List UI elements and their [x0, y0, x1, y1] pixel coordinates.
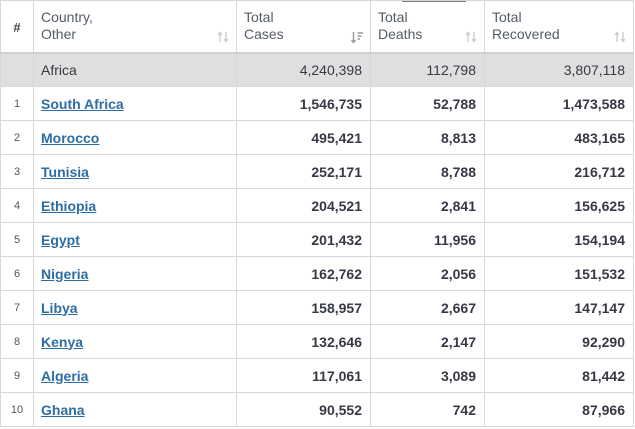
row-total-recovered: 147,147 — [484, 290, 634, 325]
sort-desc-icon[interactable] — [350, 30, 364, 44]
row-total-deaths: 2,667 — [370, 290, 485, 325]
row-total-recovered: 87,966 — [484, 392, 634, 427]
row-rank: 3 — [0, 154, 34, 189]
row-total-recovered: 92,290 — [484, 324, 634, 359]
row-country-cell: Algeria — [33, 358, 237, 393]
row-country-cell: Nigeria — [33, 256, 237, 291]
country-link[interactable]: Nigeria — [41, 265, 89, 282]
row-country-cell: Morocco — [33, 120, 237, 155]
row-total-cases: 204,521 — [236, 188, 371, 223]
column-header-total-cases[interactable]: Total Cases — [236, 0, 371, 54]
row-rank: 1 — [0, 86, 34, 121]
row-total-recovered: 156,625 — [484, 188, 634, 223]
column-header-country[interactable]: Country, Other — [33, 0, 237, 54]
country-link[interactable]: South Africa — [41, 95, 124, 112]
country-link[interactable]: Algeria — [41, 367, 89, 384]
row-total-cases: 201,432 — [236, 222, 371, 257]
row-total-recovered: 216,712 — [484, 154, 634, 189]
column-header-total-deaths[interactable]: Total Deaths — [370, 0, 485, 54]
row-total-deaths: 52,788 — [370, 86, 485, 121]
row-total-cases: 162,762 — [236, 256, 371, 291]
total-row-cases: 4,240,398 — [236, 52, 371, 87]
row-total-cases: 252,171 — [236, 154, 371, 189]
column-header-rank-label: # — [13, 20, 21, 35]
row-total-deaths: 2,841 — [370, 188, 485, 223]
row-total-recovered: 151,532 — [484, 256, 634, 291]
total-row-deaths: 112,798 — [370, 52, 485, 87]
total-row-name: Africa — [33, 52, 237, 87]
row-rank: 2 — [0, 120, 34, 155]
row-total-deaths: 8,788 — [370, 154, 485, 189]
table-header-row: # Country, Other Total Cases — [0, 0, 634, 54]
row-country-cell: Kenya — [33, 324, 237, 359]
row-country-cell: Egypt — [33, 222, 237, 257]
row-total-cases: 132,646 — [236, 324, 371, 359]
row-total-recovered: 154,194 — [484, 222, 634, 257]
table-row: 3 Tunisia 252,171 8,788 216,712 — [0, 154, 634, 189]
row-rank: 8 — [0, 324, 34, 359]
total-row-rank-cell — [0, 52, 34, 87]
row-total-cases: 90,552 — [236, 392, 371, 427]
row-total-cases: 158,957 — [236, 290, 371, 325]
total-row-recovered: 3,807,118 — [484, 52, 634, 87]
row-rank: 7 — [0, 290, 34, 325]
column-header-total-recovered-label: Total Recovered — [492, 9, 560, 42]
table-row: 4 Ethiopia 204,521 2,841 156,625 — [0, 188, 634, 223]
country-link[interactable]: Libya — [41, 299, 78, 316]
row-total-deaths: 11,956 — [370, 222, 485, 257]
row-total-cases: 495,421 — [236, 120, 371, 155]
table-row: 6 Nigeria 162,762 2,056 151,532 — [0, 256, 634, 291]
sort-arrows-icon[interactable] — [613, 30, 627, 44]
sort-arrows-icon[interactable] — [464, 30, 478, 44]
country-link[interactable]: Egypt — [41, 231, 80, 248]
table-row: 9 Algeria 117,061 3,089 81,442 — [0, 358, 634, 393]
row-total-recovered: 81,442 — [484, 358, 634, 393]
country-link[interactable]: Morocco — [41, 129, 100, 146]
row-rank: 10 — [0, 392, 34, 427]
table-row: 2 Morocco 495,421 8,813 483,165 — [0, 120, 634, 155]
continent-total-row: Africa 4,240,398 112,798 3,807,118 — [0, 52, 634, 87]
country-link[interactable]: Kenya — [41, 333, 84, 350]
column-header-total-recovered[interactable]: Total Recovered — [484, 0, 634, 54]
column-header-total-deaths-label: Total Deaths — [378, 9, 423, 42]
row-country-cell: South Africa — [33, 86, 237, 121]
row-total-recovered: 1,473,588 — [484, 86, 634, 121]
row-country-cell: Libya — [33, 290, 237, 325]
table-row: 5 Egypt 201,432 11,956 154,194 — [0, 222, 634, 257]
table-row: 8 Kenya 132,646 2,147 92,290 — [0, 324, 634, 359]
country-link[interactable]: Ethiopia — [41, 197, 97, 214]
country-link[interactable]: Tunisia — [41, 163, 89, 180]
row-rank: 6 — [0, 256, 34, 291]
column-header-country-label: Country, Other — [41, 9, 93, 42]
row-total-deaths: 742 — [370, 392, 485, 427]
row-rank: 9 — [0, 358, 34, 393]
row-country-cell: Tunisia — [33, 154, 237, 189]
row-total-cases: 1,546,735 — [236, 86, 371, 121]
row-total-recovered: 483,165 — [484, 120, 634, 155]
table-row: 1 South Africa 1,546,735 52,788 1,473,588 — [0, 86, 634, 121]
column-header-total-cases-label: Total Cases — [244, 9, 284, 42]
table-row: 7 Libya 158,957 2,667 147,147 — [0, 290, 634, 325]
table-row: 10 Ghana 90,552 742 87,966 — [0, 392, 634, 427]
country-link[interactable]: Ghana — [41, 401, 85, 418]
row-country-cell: Ghana — [33, 392, 237, 427]
row-total-deaths: 8,813 — [370, 120, 485, 155]
row-total-cases: 117,061 — [236, 358, 371, 393]
row-total-deaths: 3,089 — [370, 358, 485, 393]
sort-arrows-icon[interactable] — [216, 30, 230, 44]
column-header-rank[interactable]: # — [0, 0, 34, 54]
row-rank: 4 — [0, 188, 34, 223]
row-total-deaths: 2,147 — [370, 324, 485, 359]
row-country-cell: Ethiopia — [33, 188, 237, 223]
row-rank: 5 — [0, 222, 34, 257]
row-total-deaths: 2,056 — [370, 256, 485, 291]
